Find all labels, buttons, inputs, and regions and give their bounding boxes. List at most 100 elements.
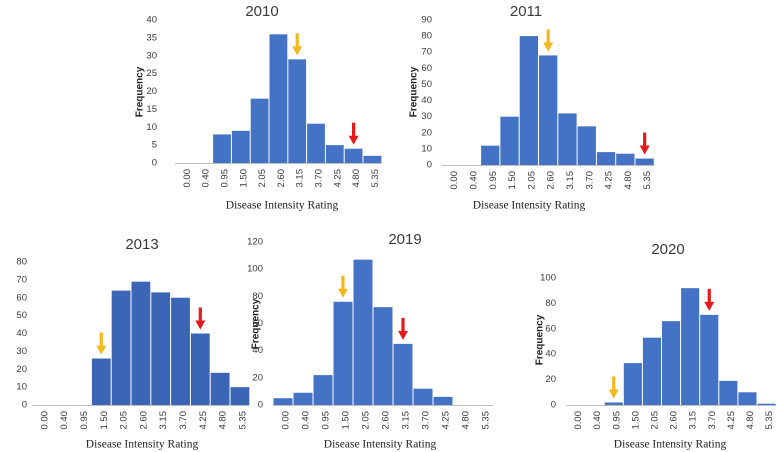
x-tick-label: 3.70 xyxy=(178,411,189,430)
histogram-bar xyxy=(250,98,269,163)
y-tick-label: 0 xyxy=(427,160,432,171)
x-tick-label: 0.95 xyxy=(79,411,90,430)
x-tick-label: 3.15 xyxy=(295,169,306,188)
histogram-bar xyxy=(213,134,231,163)
x-tick-label: 5.35 xyxy=(370,169,381,188)
x-tick-label: 0.95 xyxy=(220,169,231,188)
red-arrow-icon-shaft xyxy=(643,132,647,147)
x-tick-label: 4.25 xyxy=(198,411,209,430)
chart-2011: 2011 0 10 20 30 40 50 60 70 80 90 Frequency 0.00 0.40… xyxy=(409,3,655,212)
x-tick-label: 2.05 xyxy=(649,411,660,430)
histogram-bar xyxy=(293,392,313,405)
histogram-bar xyxy=(757,403,776,405)
y-tick-label: 100 xyxy=(540,273,556,284)
x-tick-label: 0.00 xyxy=(281,411,292,430)
y-tick-label: 0 xyxy=(258,400,263,411)
chart-2019: 2019 0 20 40 60 80 100 120 Frequency 0.00 0.40 0.95… xyxy=(247,231,493,451)
histogram-bar xyxy=(500,116,519,165)
red-arrow-icon xyxy=(398,317,408,340)
histogram-bar xyxy=(273,398,293,405)
red-arrow-icon xyxy=(639,132,650,155)
yellow-arrow-icon xyxy=(608,376,619,399)
histogram-bar xyxy=(635,158,654,165)
histogram-bar xyxy=(738,392,757,405)
red-arrow-icon-head xyxy=(704,301,715,311)
histogram-bar xyxy=(393,343,413,405)
y-tick-label: 40 xyxy=(146,15,157,26)
y-tick-label: 70 xyxy=(16,274,27,285)
yellow-arrow-icon-head xyxy=(543,42,554,52)
x-tick-label: 0.40 xyxy=(592,411,603,430)
x-tick-label: 0.00 xyxy=(449,171,460,190)
yellow-arrow-icon-head xyxy=(292,46,303,56)
red-arrow-icon xyxy=(195,307,206,330)
yellow-arrow-icon xyxy=(338,275,348,298)
chart-title: 2019 xyxy=(388,231,421,248)
histogram-bar xyxy=(313,375,333,405)
histogram-bar xyxy=(577,126,596,165)
histogram-bar xyxy=(151,292,171,405)
histogram-bar xyxy=(642,337,661,405)
y-tick-label: 10 xyxy=(146,122,157,133)
x-axis-label: Disease Intensity Rating xyxy=(226,200,339,212)
y-tick-label: 30 xyxy=(421,111,432,122)
x-tick-label: 5.35 xyxy=(237,411,248,430)
chart-title: 2020 xyxy=(651,241,684,258)
chart-title: 2010 xyxy=(245,3,278,20)
red-arrow-icon-shaft xyxy=(198,307,202,322)
y-tick-label: 50 xyxy=(421,79,432,90)
red-arrow-icon-head xyxy=(398,330,408,340)
y-axis-label: Frequency xyxy=(409,66,420,117)
x-tick-label: 4.80 xyxy=(461,411,472,430)
y-tick-label: 90 xyxy=(421,15,432,26)
yellow-arrow-icon-shaft xyxy=(295,33,299,48)
y-tick-label: 40 xyxy=(16,328,27,339)
y-tick-label: 80 xyxy=(16,257,27,268)
chart-title: 2013 xyxy=(125,236,158,253)
red-arrow-icon-shaft xyxy=(352,122,356,137)
x-tick-label: 0.40 xyxy=(468,171,479,190)
histogram-bar xyxy=(700,314,719,405)
histogram-bar xyxy=(325,145,344,163)
histogram-bar xyxy=(231,130,250,163)
y-tick-label: 40 xyxy=(421,95,432,106)
histogram-bar xyxy=(333,301,353,405)
y-tick-label: 100 xyxy=(247,264,263,275)
x-axis-label: Disease Intensity Rating xyxy=(614,439,727,451)
y-tick-label: 15 xyxy=(146,104,157,115)
red-arrow-icon-shaft xyxy=(707,288,711,303)
y-tick-label: 25 xyxy=(146,68,157,79)
y-tick-label: 10 xyxy=(421,143,432,154)
histogram-bar xyxy=(230,387,250,405)
x-tick-label: 5.35 xyxy=(481,411,492,430)
x-tick-label: 2.60 xyxy=(546,171,557,190)
histogram-bar xyxy=(91,358,111,405)
x-tick-label: 0.95 xyxy=(611,411,622,430)
histogram-bar xyxy=(131,281,151,405)
histogram-bar xyxy=(171,297,190,405)
yellow-arrow-icon-shaft xyxy=(341,275,345,290)
y-tick-label: 20 xyxy=(16,364,27,375)
y-tick-label: 60 xyxy=(16,292,27,303)
yellow-arrow-icon-shaft xyxy=(546,29,550,44)
histogram-bar xyxy=(307,123,325,163)
yellow-arrow-icon-head xyxy=(338,288,348,298)
y-tick-label: 120 xyxy=(247,237,263,248)
red-arrow-icon-head xyxy=(195,320,206,330)
y-tick-label: 60 xyxy=(252,318,263,329)
y-tick-label: 50 xyxy=(16,310,27,321)
x-tick-label: 2.60 xyxy=(276,169,287,188)
histogram-bar xyxy=(433,396,453,405)
yellow-arrow-icon xyxy=(96,332,107,355)
chart-2013: 2013 0 10 20 30 40 50 60 70 80 0.00 0.40 0.95 1.50 2.0… xyxy=(16,236,250,451)
chart-2010: 2010 0 5 10 15 20 25 30 35 40 Frequency 0.00 0.40 0.9… xyxy=(135,3,382,212)
x-tick-label: 2.05 xyxy=(361,411,372,430)
histogram-bar xyxy=(373,307,393,405)
histogram-bar xyxy=(353,259,373,405)
y-tick-label: 20 xyxy=(545,374,556,385)
y-tick-label: 0 xyxy=(551,400,556,411)
x-tick-label: 3.15 xyxy=(158,411,169,430)
yellow-arrow-icon-head xyxy=(608,389,619,399)
x-tick-label: 3.70 xyxy=(421,411,432,430)
histogram-bar xyxy=(623,363,642,405)
